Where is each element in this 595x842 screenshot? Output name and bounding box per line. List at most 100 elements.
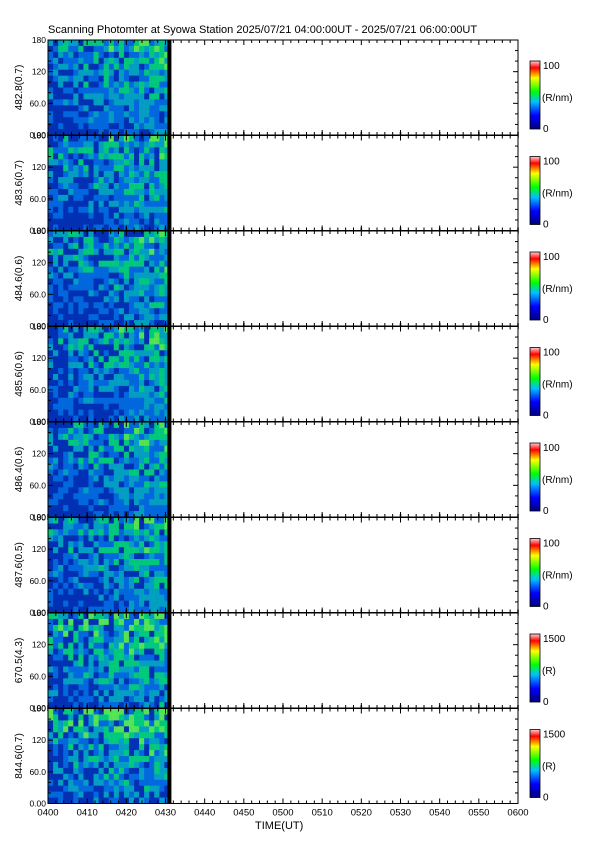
heatmap-cell [113,105,120,112]
heatmap-cell [164,481,170,488]
heatmap-cell [139,51,145,59]
heatmap-cell [164,469,170,476]
heatmap-cell [123,636,130,643]
heatmap-cell [128,171,135,178]
heatmap-cell [78,613,84,620]
heatmap-cell [118,702,125,709]
heatmap-cell [118,606,125,613]
heatmap-cell [63,326,69,333]
heatmap-cell [149,553,155,560]
heatmap-cell [63,726,69,733]
heatmap-cell [159,624,165,632]
heatmap-cell [93,135,99,142]
heatmap-cell [144,457,150,464]
heatmap-cell [53,260,59,267]
heatmap-cell [123,672,130,679]
heatmap-cell [134,231,140,238]
heatmap-cell [134,732,140,739]
heatmap-cell [108,541,115,548]
heatmap-cell [78,409,84,416]
heatmap-cell [159,750,165,757]
heatmap-cell [134,415,140,422]
heatmap-cell [48,362,54,369]
heatmap-cell [164,642,170,649]
heatmap-cell [159,481,165,488]
heatmap-cell [154,457,160,464]
heatmap-cell [128,314,135,321]
heatmap-cell [118,588,125,595]
heatmap-cell [83,93,89,100]
heatmap-cell [103,696,110,703]
heatmap-cell [139,505,145,512]
heatmap-cell [118,726,125,733]
heatmap-cell [154,511,160,518]
heatmap-cell [123,684,130,691]
heatmap-cell [103,756,110,763]
heatmap-cell [88,111,94,118]
heatmap-cell [123,505,130,512]
heatmap-cell [159,445,165,452]
heatmap-cell [123,791,130,798]
heatmap-cell [63,153,69,160]
heatmap-cell [108,797,115,804]
heatmap-cell [98,624,104,632]
heatmap-cell [48,756,54,763]
heatmap-cell [68,105,74,112]
heatmap-cell [134,206,140,213]
heatmap-cell [83,588,89,595]
heatmap-cell [83,785,89,792]
heatmap-cell [73,517,79,524]
heatmap-cell [88,654,94,661]
heatmap-cell [134,350,140,357]
heatmap-cell [63,356,69,363]
heatmap-cell [88,63,94,70]
heatmap-cell [48,368,54,375]
heatmap-cell [103,177,110,184]
heatmap-cell [103,183,110,190]
heatmap-cell [128,81,135,88]
y-tick-label: 0.00 [29,130,46,140]
heatmap-cell [113,218,120,225]
heatmap-cell [83,463,89,470]
heatmap-cell [48,523,54,530]
heatmap-cell [118,40,125,47]
heatmap-cell [159,773,165,781]
heatmap-cell [83,362,89,369]
heatmap-cell [164,183,170,190]
heatmap-cell [154,756,160,763]
heatmap-cell [88,206,94,213]
heatmap-cell [164,588,170,595]
heatmap-cell [58,445,64,452]
heatmap-cell [83,338,89,345]
heatmap-cell [53,654,59,661]
heatmap-cell [118,756,125,763]
heatmap-cell [108,666,115,673]
heatmap-cell [78,541,84,548]
heatmap-cell [123,570,130,578]
heatmap-cell [118,111,125,118]
heatmap-cell [98,403,104,410]
heatmap-cell [134,606,140,613]
heatmap-cell [108,391,115,399]
heatmap-cell [164,613,170,620]
heatmap-cell [128,212,135,219]
heatmap-cell [68,403,74,410]
heatmap-cell [149,212,155,219]
heatmap-cell [53,183,59,190]
heatmap-cell [83,624,89,632]
heatmap-cell [103,785,110,792]
heatmap-cell [93,296,99,303]
heatmap-cell [144,570,150,578]
heatmap-cell [144,308,150,315]
heatmap-cell [139,451,145,458]
heatmap-cell [78,720,84,727]
heatmap-cell [108,618,115,626]
heatmap-cell [128,344,135,351]
heatmap-cell [128,415,135,422]
heatmap-cell [113,756,120,763]
heatmap-cell [149,254,155,261]
heatmap-cell [98,153,104,160]
heatmap-cell [93,45,99,53]
heatmap-cell [134,338,140,345]
heatmap-cell [154,535,160,542]
